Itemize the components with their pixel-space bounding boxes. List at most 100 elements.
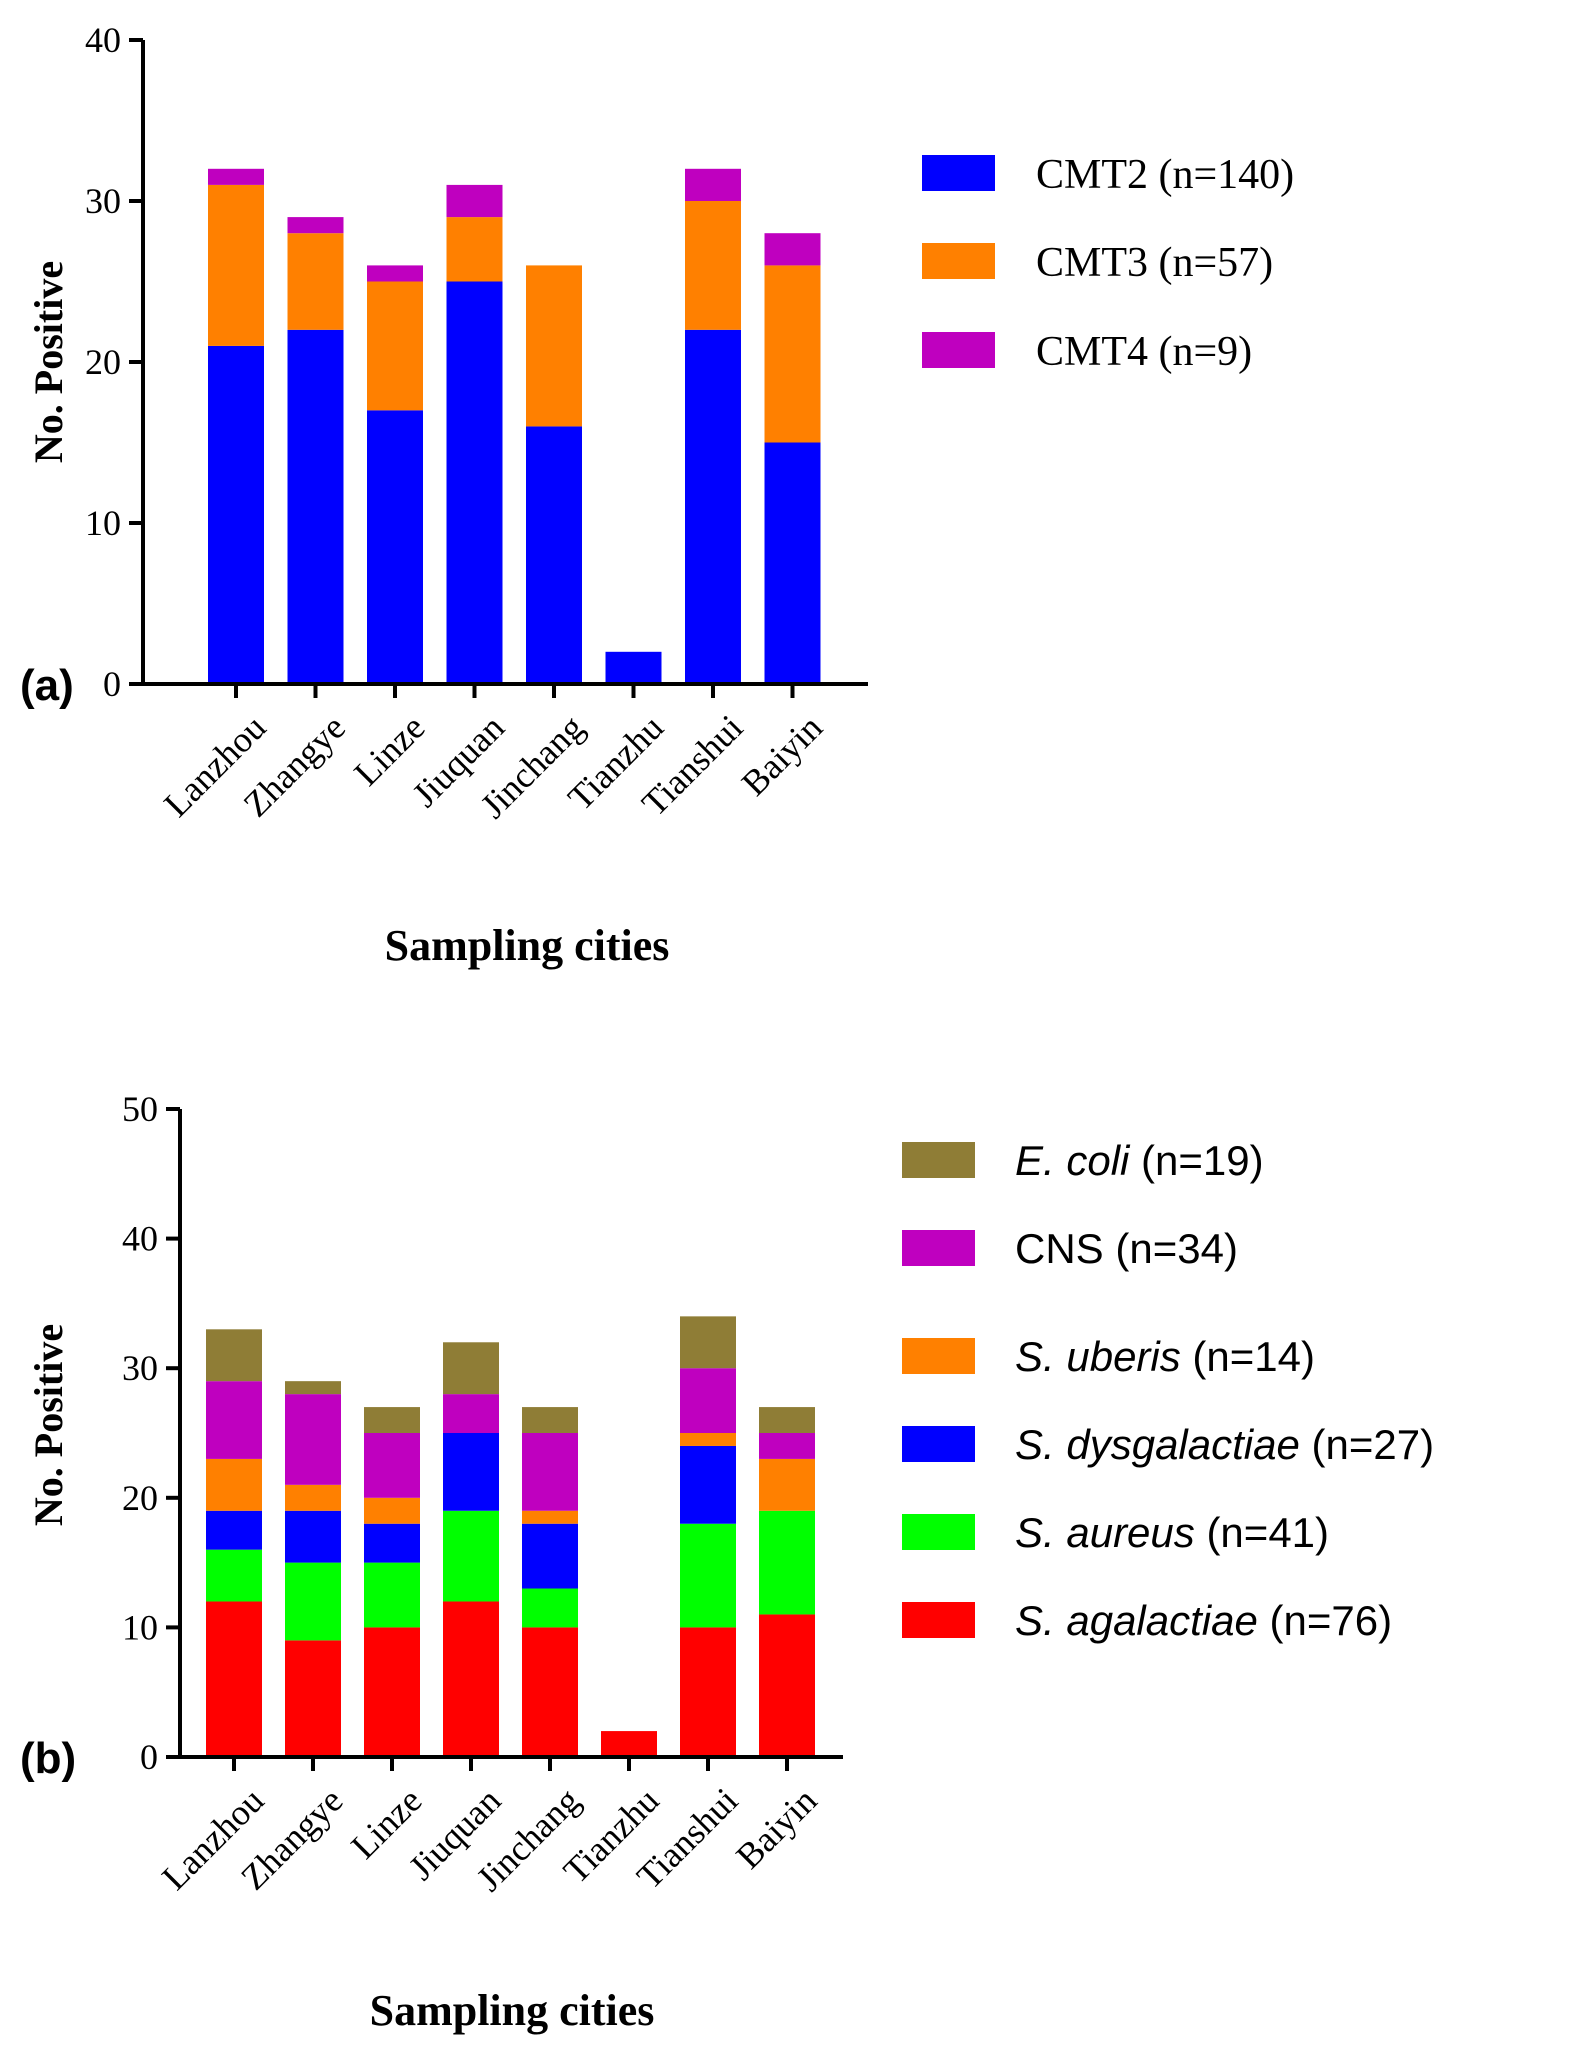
panel-b-legend-label-cns: CNS (n=34): [1015, 1225, 1238, 1272]
panel-b-bar-linze-s-uberis: [364, 1497, 420, 1524]
panel-b-legend-label-e-coli: E. coli (n=19): [1015, 1137, 1264, 1184]
panel-a-y-axis-label: No. Positive: [26, 261, 71, 463]
panel-b-category-label-baiyin: Baiyin: [728, 1780, 824, 1876]
panel-b-y-tick-label-40: 40: [122, 1219, 158, 1259]
panel-b-bar-baiyin-e-coli: [759, 1407, 815, 1433]
panel-b-y-tick-label-0: 0: [140, 1737, 158, 1777]
panel-b-bar-zhangye-cns: [285, 1394, 341, 1485]
panel-a-bar-lanzhou-cmt2: [208, 345, 264, 684]
panel-b-bar-zhangye-s-dysgalactiae: [285, 1510, 341, 1563]
panel-a-y-tick-label-20: 20: [85, 342, 121, 382]
panel-b-bar-jiuquan-s-dysgalactiae: [443, 1433, 499, 1511]
panel-a-bar-lanzhou-cmt3: [208, 184, 264, 346]
panel-b-bar-baiyin-s-aureus: [759, 1510, 815, 1615]
panel-a-cmt-chart: 010203040LanzhouZhangyeLinzeJiuquanJinch…: [20, 20, 1294, 970]
panel-a-bar-jiuquan-cmt3: [446, 217, 503, 282]
panel-a-bar-jinchang-cmt3: [526, 265, 582, 427]
panel-b-legend-swatch-e-coli: [902, 1142, 975, 1178]
panel-b-bar-linze-cns: [364, 1433, 420, 1498]
panel-a-x-axis-label: Sampling cities: [385, 921, 670, 970]
panel-b-legend-count-s-uberis: (n=14): [1181, 1333, 1315, 1380]
panel-b-bar-jinchang-s-dysgalactiae: [522, 1523, 578, 1589]
panel-a-legend: CMT2 (n=140) CMT3 (n=57) CMT4 (n=9): [922, 152, 1294, 375]
panel-a-bar-zhangye-cmt4: [287, 217, 344, 234]
panel-b-bar-lanzhou-e-coli: [206, 1329, 262, 1382]
panel-a-bar-jiuquan-cmt2: [446, 281, 503, 684]
panel-a-legend-label-cmt3: CMT3 (n=57): [1036, 240, 1273, 286]
panel-b-y-axis-label: No. Positive: [26, 1324, 71, 1526]
panel-a-bar-tianshui-cmt2: [685, 329, 741, 684]
panel-a-category-label-baiyin: Baiyin: [734, 707, 830, 803]
panel-b-legend-label-s-aureus: S. aureus (n=41): [1015, 1509, 1329, 1556]
panel-b-bar-jiuquan-s-agalactiae: [443, 1601, 499, 1757]
panel-a-bar-tianshui-cmt4: [685, 168, 741, 201]
panel-b-legend-count-s-dysgalactiae: (n=27): [1300, 1421, 1434, 1468]
panel-b-legend-name-s-uberis: S. uberis: [1015, 1333, 1181, 1380]
panel-b-bar-tianshui-s-aureus: [680, 1523, 736, 1628]
panel-b-legend-swatch-s-aureus: [902, 1514, 975, 1550]
panel-b-legend-count-e-coli: (n=19): [1129, 1137, 1263, 1184]
panel-b-bar-jinchang-s-aureus: [522, 1588, 578, 1628]
panel-b-bar-jinchang-s-uberis: [522, 1510, 578, 1524]
panel-a-y-tick-label-10: 10: [85, 503, 121, 543]
panel-b-y-tick-label-50: 50: [122, 1089, 158, 1129]
panel-b-legend-name-s-dysgalactiae: S. dysgalactiae: [1015, 1421, 1300, 1468]
panel-b-bar-lanzhou-s-agalactiae: [206, 1601, 262, 1757]
panel-a-bar-baiyin-cmt2: [764, 442, 821, 684]
panel-b-bar-tianshui-cns: [680, 1368, 736, 1433]
panel-b-legend: S. agalactiae (n=76) S. aureus (n=41) S. d…: [902, 1137, 1434, 1644]
panel-b-legend-label-s-dysgalactiae: S. dysgalactiae (n=27): [1015, 1421, 1434, 1468]
panel-b-legend-swatch-s-uberis: [902, 1338, 975, 1374]
panel-a-bar-jinchang-cmt2: [526, 426, 582, 684]
panel-b-bar-jiuquan-e-coli: [443, 1342, 499, 1395]
panel-a-bar-zhangye-cmt2: [287, 329, 344, 684]
panel-b-bar-linze-s-dysgalactiae: [364, 1523, 420, 1563]
panel-b-bar-lanzhou-s-aureus: [206, 1549, 262, 1602]
panel-a-bar-linze-cmt3: [367, 281, 423, 411]
panel-a-bar-baiyin-cmt4: [764, 233, 821, 266]
panel-b-bar-linze-e-coli: [364, 1407, 420, 1433]
panel-b-y-tick-label-30: 30: [122, 1348, 158, 1388]
panel-a-y-tick-label-30: 30: [85, 181, 121, 221]
panel-b-bar-jinchang-cns: [522, 1433, 578, 1511]
panel-b-bar-lanzhou-s-dysgalactiae: [206, 1510, 262, 1550]
panel-b-legend-count-cns: (n=34): [1104, 1225, 1238, 1272]
panel-b-legend-swatch-s-dysgalactiae: [902, 1426, 975, 1462]
panel-a-legend-swatch-cmt4: [922, 332, 995, 368]
panel-b-legend-name-s-aureus: S. aureus: [1015, 1509, 1195, 1556]
panel-a-y-tick-label-40: 40: [85, 20, 121, 60]
panel-b-legend-count-s-aureus: (n=41): [1195, 1509, 1329, 1556]
panel-b-legend-name-e-coli: E. coli: [1015, 1137, 1131, 1184]
panel-b-bar-zhangye-s-uberis: [285, 1484, 341, 1511]
panel-b-bar-zhangye-s-aureus: [285, 1562, 341, 1641]
panel-b-legend-count-s-agalactiae: (n=76): [1258, 1597, 1392, 1644]
panel-a-bar-linze-cmt2: [367, 410, 423, 684]
panel-a-panel-label: (a): [20, 661, 74, 710]
panel-b-bar-jiuquan-s-aureus: [443, 1510, 499, 1602]
panel-b-bar-tianzhu-s-agalactiae: [601, 1731, 657, 1757]
panel-b-bar-tianshui-s-dysgalactiae: [680, 1445, 736, 1524]
panel-b-bar-zhangye-e-coli: [285, 1381, 341, 1395]
panel-b-legend-swatch-s-agalactiae: [902, 1602, 975, 1638]
panel-b-bar-jinchang-e-coli: [522, 1407, 578, 1433]
panel-b-bar-linze-s-aureus: [364, 1562, 420, 1628]
panel-a-bar-jiuquan-cmt4: [446, 184, 503, 218]
panel-a-legend-swatch-cmt2: [922, 155, 995, 191]
panel-a-bar-zhangye-cmt3: [287, 233, 344, 330]
panel-b-bar-tianshui-s-uberis: [680, 1433, 736, 1446]
panel-b-pathogen-chart: 01020304050LanzhouZhangyeLinzeJiuquanJin…: [20, 1089, 1434, 2035]
panel-b-legend-label-s-uberis: S. uberis (n=14): [1015, 1333, 1315, 1380]
panel-b-bar-baiyin-cns: [759, 1433, 815, 1459]
panel-b-bar-lanzhou-cns: [206, 1381, 262, 1459]
panel-b-bar-zhangye-s-agalactiae: [285, 1640, 341, 1757]
panel-a-bar-tianzhu-cmt2: [605, 651, 662, 684]
panel-b-bar-tianshui-e-coli: [680, 1316, 736, 1369]
panel-b-x-axis-label: Sampling cities: [370, 1986, 655, 2035]
panel-a-bar-linze-cmt4: [367, 265, 423, 282]
panel-b-bar-jinchang-s-agalactiae: [522, 1627, 578, 1757]
panel-a-bar-baiyin-cmt3: [764, 265, 821, 443]
panel-b-y-tick-label-10: 10: [122, 1607, 158, 1647]
panel-b-legend-name-cns: CNS: [1015, 1225, 1104, 1272]
panel-b-bar-linze-s-agalactiae: [364, 1627, 420, 1757]
